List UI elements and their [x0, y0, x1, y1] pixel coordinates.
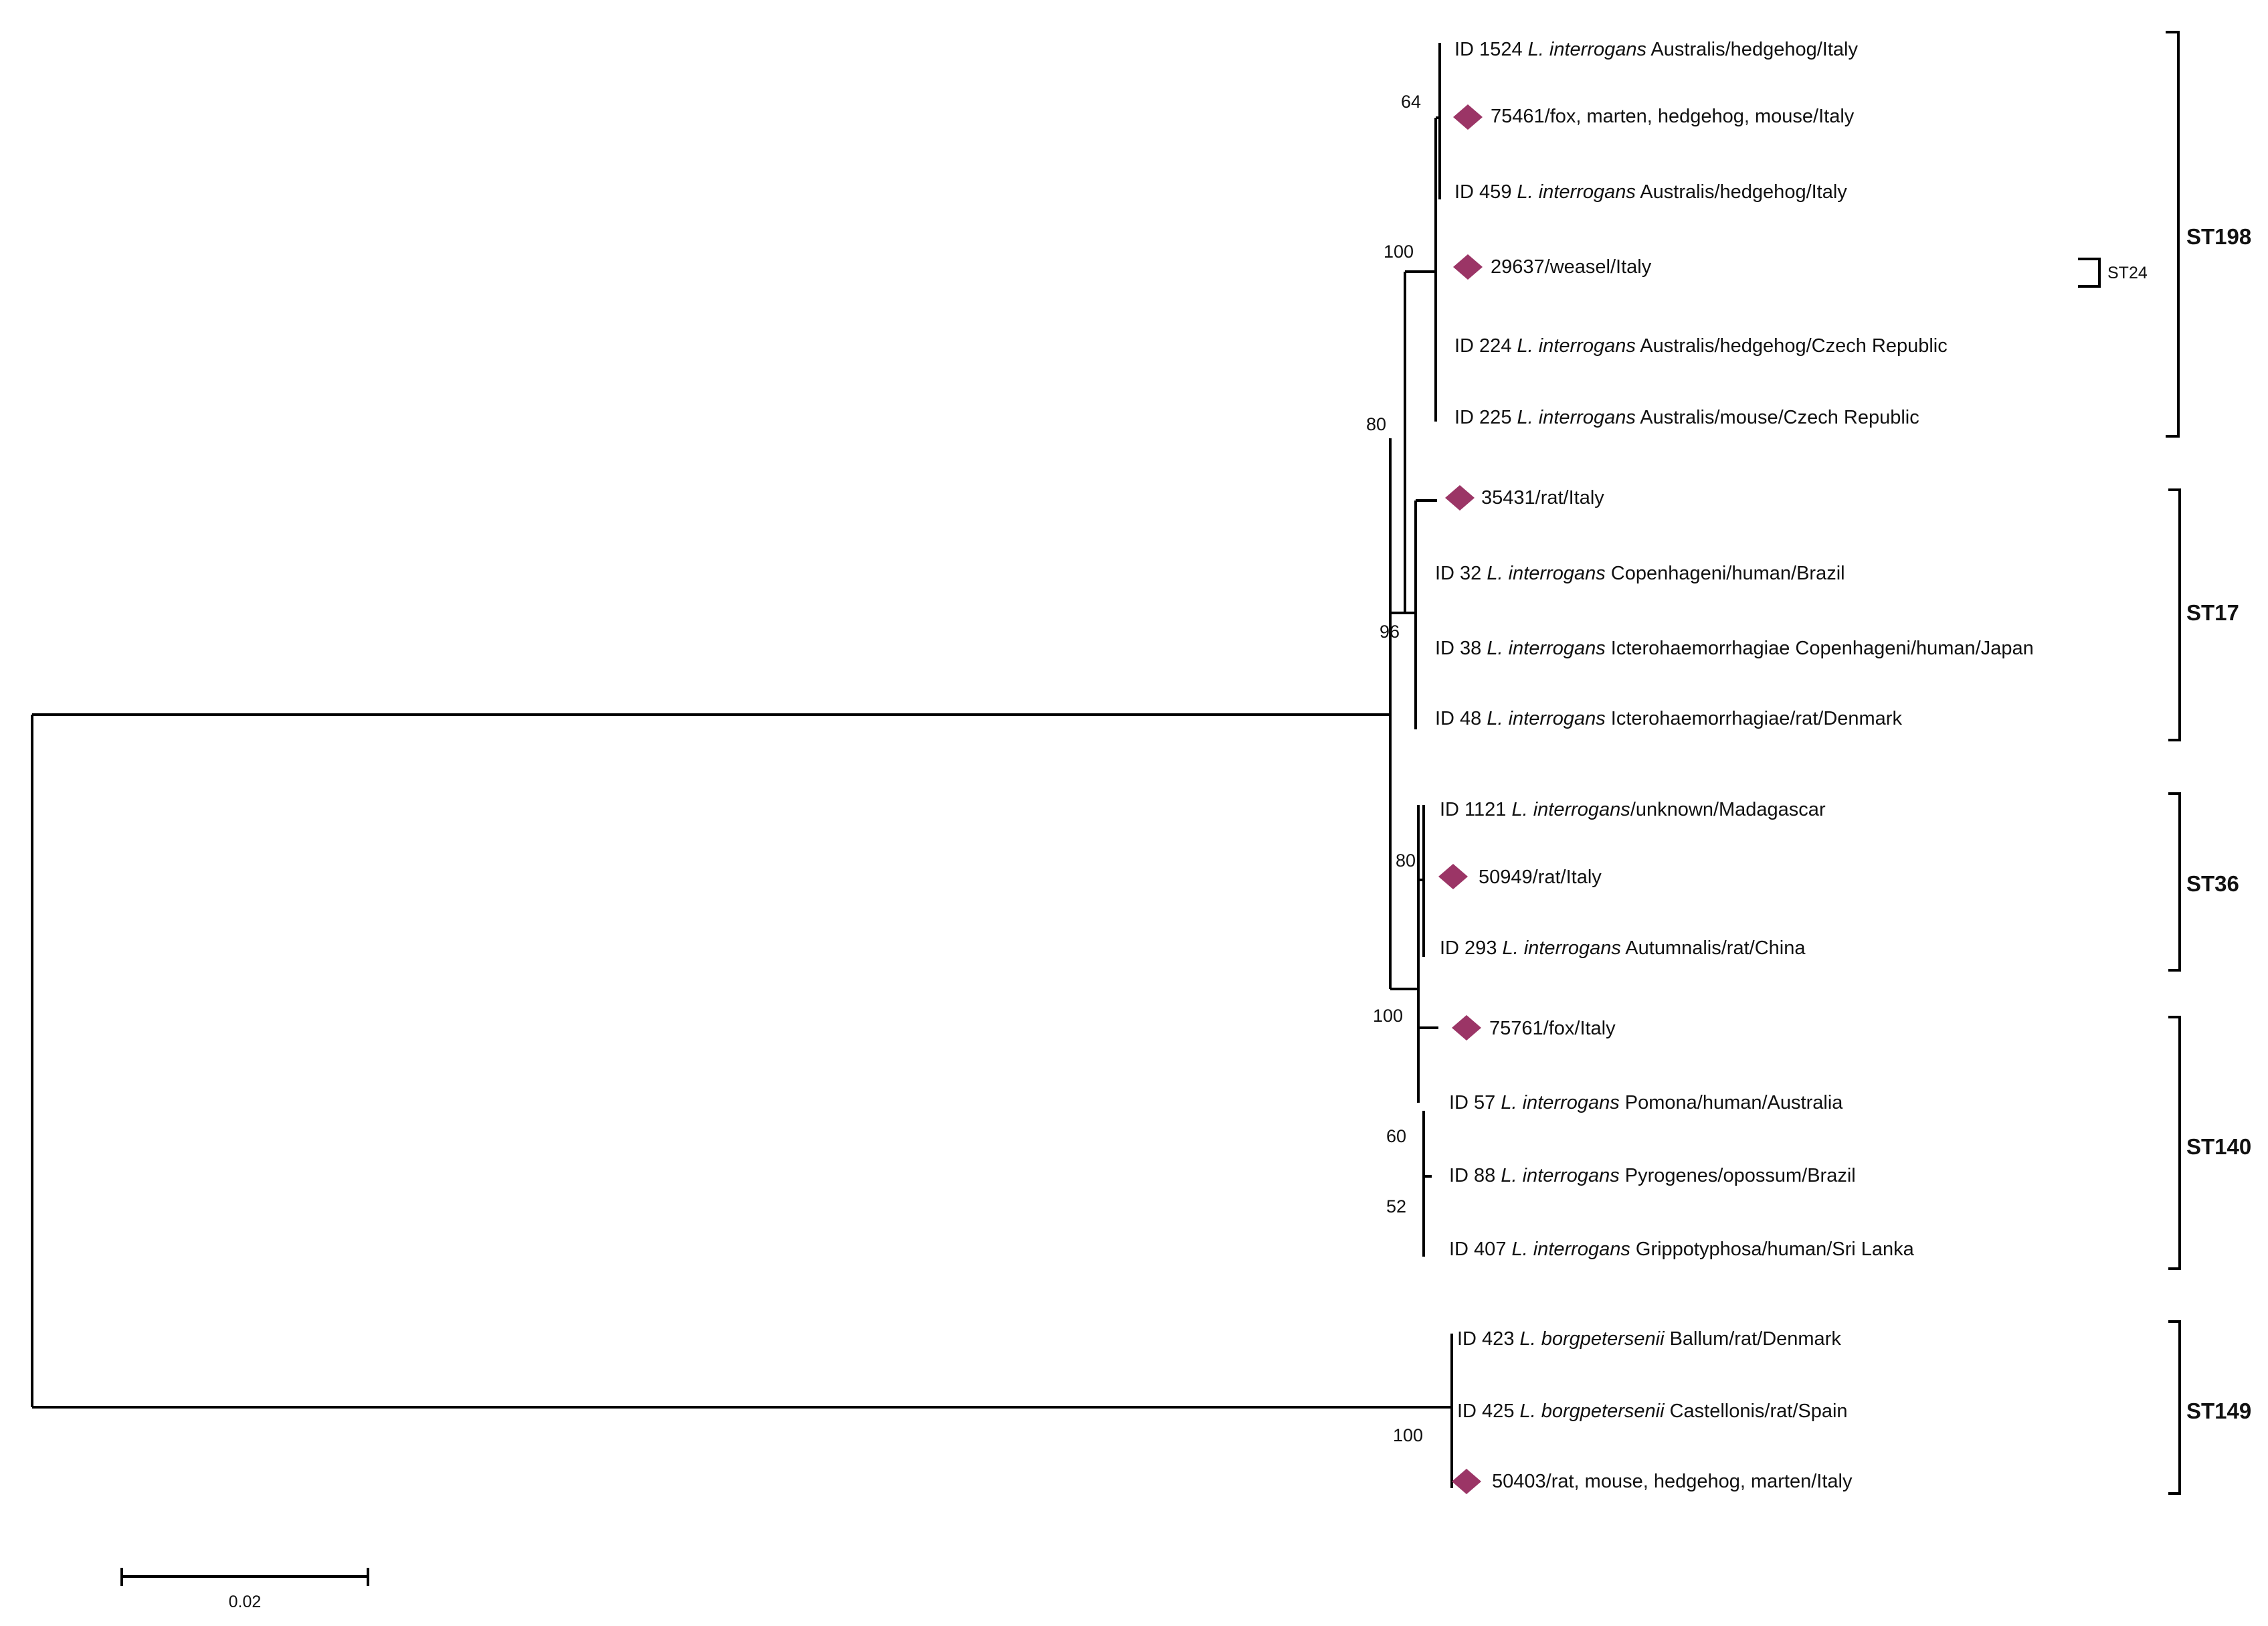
bracket-st149 [2168, 1320, 2181, 1495]
bracket-st140 [2168, 1016, 2181, 1270]
clade-labels: ST198 ST24 ST17 ST36 ST140 ST149 [2107, 224, 2251, 1423]
bracket-st36 [2168, 792, 2181, 972]
leaf-label-1524: ID 1524 L. interrogans Australis/hedgeho… [1454, 39, 1858, 60]
scale-bar-label: 0.02 [229, 1593, 262, 1611]
marker-50949-diamond [1438, 864, 1468, 889]
leaf-label-50949: 50949/rat/Italy [1479, 867, 1602, 888]
bootstrap-52: 52 [1386, 1196, 1406, 1216]
bootstrap-80-upper: 80 [1366, 414, 1386, 434]
tree-branches [31, 43, 1453, 1488]
leaf-label-293: ID 293 L. interrogans Autumnalis/rat/Chi… [1440, 937, 1806, 959]
bracket-st198 [2166, 31, 2180, 438]
bootstrap-values: 64 100 80 96 80 100 60 52 100 [1366, 92, 1423, 1445]
clade-label-st24: ST24 [2107, 264, 2148, 282]
leaf-label-423: ID 423 L. borgpetersenii Ballum/rat/Denm… [1457, 1328, 1841, 1350]
bracket-st24 [2078, 258, 2101, 288]
clade-label-st198: ST198 [2186, 224, 2251, 249]
bootstrap-80-st36: 80 [1396, 850, 1416, 871]
leaf-label-32: ID 32 L. interrogans Copenhageni/human/B… [1435, 563, 1845, 584]
leaf-label-50403: 50403/rat, mouse, hedgehog, marten/Italy [1492, 1471, 1853, 1492]
leaf-label-224: ID 224 L. interrogans Australis/hedgehog… [1454, 335, 1948, 357]
leaf-label-88: ID 88 L. interrogans Pyrogenes/opossum/B… [1449, 1165, 1856, 1186]
leaf-label-75461: 75461/fox, marten, hedgehog, mouse/Italy [1491, 106, 1855, 127]
leaf-label-35431: 35431/rat/Italy [1481, 487, 1604, 509]
leaf-label-425: ID 425 L. borgpetersenii Castellonis/rat… [1457, 1401, 1848, 1422]
marker-75761-diamond [1452, 1015, 1481, 1041]
leaf-label-29637: 29637/weasel/Italy [1491, 256, 1652, 278]
leaf-label-57: ID 57 L. interrogans Pomona/human/Austra… [1449, 1092, 1843, 1113]
bootstrap-60: 60 [1386, 1126, 1406, 1146]
clade-label-st140: ST140 [2186, 1134, 2251, 1159]
bootstrap-64: 64 [1401, 92, 1421, 112]
leaf-label-1121: ID 1121 L. interrogans/unknown/Madagasca… [1440, 799, 1826, 820]
leaf-label-38: ID 38 L. interrogans Icterohaemorrhagiae… [1435, 638, 2034, 659]
bootstrap-100-st198: 100 [1384, 242, 1414, 262]
marker-50403-diamond [1452, 1469, 1481, 1494]
leaf-label-459: ID 459 L. interrogans Australis/hedgehog… [1454, 181, 1847, 203]
marker-75461-diamond [1453, 104, 1483, 130]
marker-29637-diamond [1453, 254, 1483, 280]
scale-bar: 0.02 [120, 1568, 369, 1611]
bracket-st17 [2168, 488, 2181, 741]
bootstrap-100-lower: 100 [1373, 1006, 1403, 1026]
clade-brackets [2078, 31, 2181, 1495]
leaf-labels: ID 1524 L. interrogans Australis/hedgeho… [1435, 39, 2034, 1492]
leaf-label-75761: 75761/fox/Italy [1489, 1018, 1616, 1039]
isolate-markers [1438, 104, 1483, 1494]
marker-35431-diamond [1445, 485, 1475, 511]
clade-label-st36: ST36 [2186, 871, 2239, 896]
bootstrap-96: 96 [1380, 622, 1400, 642]
leaf-label-407: ID 407 L. interrogans Grippotyphosa/huma… [1449, 1239, 1915, 1260]
bootstrap-100-st149: 100 [1393, 1425, 1423, 1445]
clade-label-st149: ST149 [2186, 1398, 2251, 1423]
leaf-label-48: ID 48 L. interrogans Icterohaemorrhagiae… [1435, 708, 1902, 729]
clade-label-st17: ST17 [2186, 600, 2239, 625]
leaf-label-225: ID 225 L. interrogans Australis/mouse/Cz… [1454, 407, 1919, 428]
